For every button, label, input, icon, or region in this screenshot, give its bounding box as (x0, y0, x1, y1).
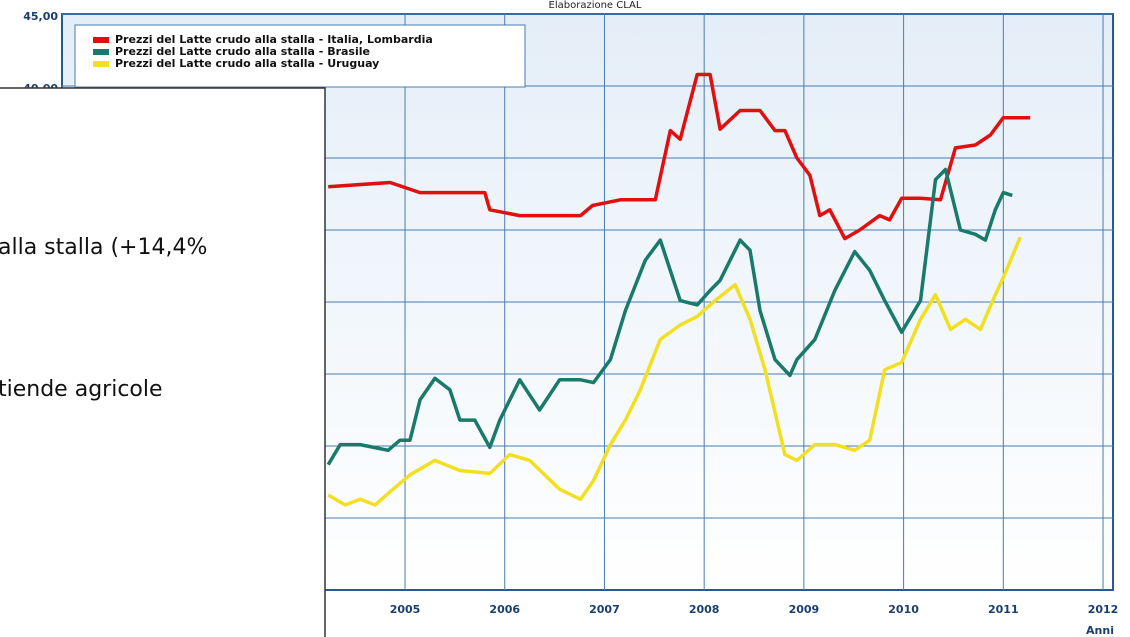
x-tick-label: 2006 (489, 603, 520, 616)
overlay-text: alla stalla (+14,4% (0, 235, 207, 260)
y-tick-label: 45,00 (23, 10, 58, 23)
overlay-panel (0, 88, 325, 637)
legend-swatch (93, 61, 109, 67)
x-tick-label: 2005 (390, 603, 421, 616)
x-tick-label: 2009 (789, 603, 820, 616)
chart-title: Elaborazione CLAL (549, 0, 642, 11)
x-tick-label: 2007 (589, 603, 620, 616)
series-line (327, 236, 1022, 507)
x-tick-label: 2010 (888, 603, 919, 616)
series-line (326, 167, 1013, 466)
legend-box (74, 24, 526, 88)
series-line (328, 72, 1031, 241)
x-tick-label: 2012 (1088, 603, 1119, 616)
x-tick-label: 2011 (988, 603, 1019, 616)
legend-label: Prezzi del Latte crudo alla stalla - Ita… (115, 33, 433, 46)
legend-swatch (93, 37, 109, 43)
legend-label: Prezzi del Latte crudo alla stalla - Uru… (115, 57, 379, 70)
overlay-border (0, 87, 326, 637)
x-tick-label: 2008 (689, 603, 720, 616)
x-axis-label: Anni (1086, 624, 1114, 637)
legend-label: Prezzi del Latte crudo alla stalla - Bra… (115, 45, 370, 58)
overlay-text: tiende agricole (0, 377, 163, 402)
legend-swatch (93, 49, 109, 55)
